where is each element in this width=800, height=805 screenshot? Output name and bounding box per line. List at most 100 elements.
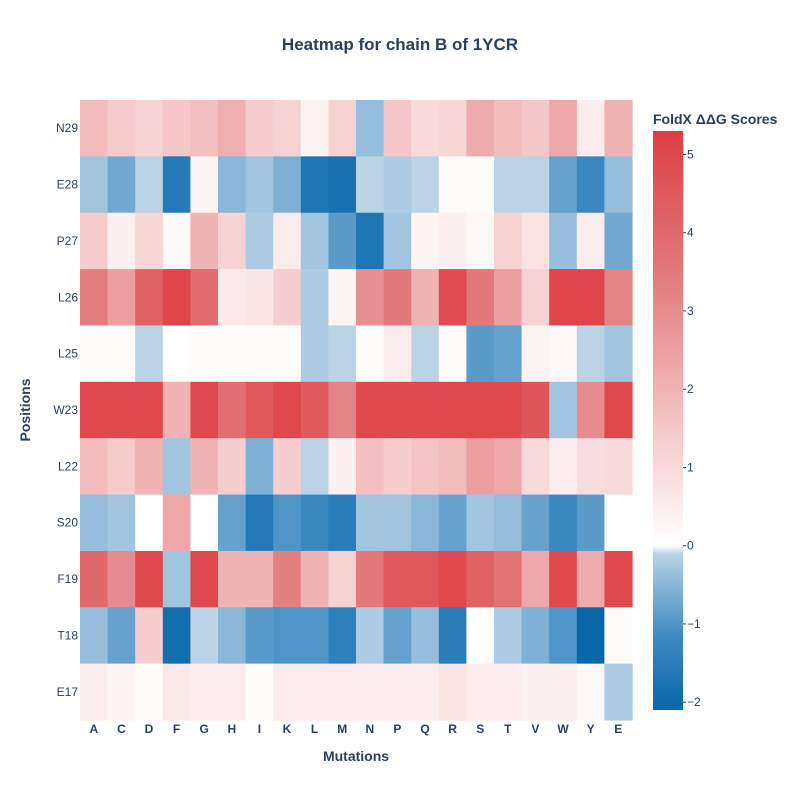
heatmap-cell-E17-I	[245, 663, 274, 721]
heatmap-cell-W23-R	[438, 381, 467, 439]
heatmap-cell-W23-K	[273, 381, 302, 439]
heatmap-cell-F19-H	[218, 550, 247, 608]
y-tick-label: T18	[57, 628, 78, 642]
heatmap-cell-F19-L	[300, 550, 329, 608]
heatmap-cell-L22-Y	[576, 438, 605, 496]
heatmap-cell-L25-W	[549, 325, 578, 383]
heatmap-cell-L22-K	[273, 438, 302, 496]
heatmap-cell-F19-N	[356, 550, 385, 608]
x-tick-label: G	[200, 722, 209, 736]
heatmap-cell-P27-H	[218, 212, 247, 270]
heatmap-cell-E28-Q	[411, 156, 440, 214]
heatmap-cell-P27-N	[356, 212, 385, 270]
heatmap-cell-L22-V	[521, 438, 550, 496]
heatmap-cell-F19-C	[107, 550, 136, 608]
heatmap-cell-W23-H	[218, 381, 247, 439]
heatmap-cell-T18-K	[273, 607, 302, 665]
heatmap-cells	[80, 100, 633, 721]
heatmap-cell-F19-R	[438, 550, 467, 608]
heatmap-cell-L22-P	[383, 438, 412, 496]
heatmap-cell-P27-K	[273, 212, 302, 270]
x-tick-label: F	[173, 722, 180, 736]
heatmap-cell-L22-Q	[411, 438, 440, 496]
heatmap-cell-F19-K	[273, 550, 302, 608]
heatmap-cell-L25-L	[300, 325, 329, 383]
heatmap-cell-L26-T	[494, 269, 523, 327]
heatmap-cell-L26-H	[218, 269, 247, 327]
heatmap-cell-E17-W	[549, 663, 578, 721]
heatmap-cell-W23-Q	[411, 381, 440, 439]
heatmap-cell-N29-G	[190, 100, 219, 157]
heatmap-cell-P27-A	[80, 212, 109, 270]
heatmap-cell-L25-K	[273, 325, 302, 383]
heatmap-cell-T18-I	[245, 607, 274, 665]
heatmap-cell-P27-T	[494, 212, 523, 270]
heatmap-cell-L25-M	[328, 325, 357, 383]
heatmap-cell-E28-D	[135, 156, 164, 214]
heatmap-cell-T18-W	[549, 607, 578, 665]
heatmap-cell-E17-D	[135, 663, 164, 721]
heatmap-cell-L26-Y	[576, 269, 605, 327]
heatmap-cell-L26-W	[549, 269, 578, 327]
heatmap-cell-N29-C	[107, 100, 136, 157]
heatmap-cell-E17-V	[521, 663, 550, 721]
heatmap-cell-E28-W	[549, 156, 578, 214]
x-tick-label: R	[448, 722, 457, 736]
heatmap-cell-F19-A	[80, 550, 109, 608]
heatmap-cell-E17-C	[107, 663, 136, 721]
x-tick-label: E	[614, 722, 622, 736]
colorbar-tick-label: −1	[687, 617, 701, 631]
heatmap-cell-W23-N	[356, 381, 385, 439]
heatmap-cell-L22-N	[356, 438, 385, 496]
heatmap-cell-L26-D	[135, 269, 164, 327]
heatmap-cell-W23-W	[549, 381, 578, 439]
heatmap-cell-P27-Y	[576, 212, 605, 270]
y-tick-label: W23	[53, 403, 78, 417]
heatmap-cell-N29-Y	[576, 100, 605, 157]
colorbar-tick-label: 1	[687, 460, 694, 474]
heatmap-cell-F19-E	[604, 550, 633, 608]
heatmap-cell-L22-F	[162, 438, 191, 496]
heatmap-cell-W23-C	[107, 381, 136, 439]
heatmap-cell-E17-R	[438, 663, 467, 721]
heatmap-cell-N29-I	[245, 100, 274, 157]
heatmap-cell-P27-C	[107, 212, 136, 270]
heatmap-cell-E17-G	[190, 663, 219, 721]
heatmap-cell-P27-M	[328, 212, 357, 270]
heatmap-cell-E28-K	[273, 156, 302, 214]
heatmap-cell-L22-T	[494, 438, 523, 496]
heatmap-cell-E17-F	[162, 663, 191, 721]
heatmap-cell-N29-H	[218, 100, 247, 157]
heatmap-cell-L25-N	[356, 325, 385, 383]
heatmap-cell-L25-D	[135, 325, 164, 383]
heatmap-cell-L25-I	[245, 325, 274, 383]
heatmap-cell-F19-Q	[411, 550, 440, 608]
heatmap-cell-W23-G	[190, 381, 219, 439]
heatmap-cell-P27-E	[604, 212, 633, 270]
heatmap-cell-W23-V	[521, 381, 550, 439]
heatmap-cell-P27-W	[549, 212, 578, 270]
heatmap-cell-P27-G	[190, 212, 219, 270]
colorbar-tick-label: 5	[687, 147, 694, 161]
heatmap-cell-S20-I	[245, 494, 274, 552]
heatmap-cell-F19-P	[383, 550, 412, 608]
x-tick-label: D	[145, 722, 154, 736]
heatmap-cell-T18-R	[438, 607, 467, 665]
heatmap-cell-W23-E	[604, 381, 633, 439]
heatmap-cell-E17-P	[383, 663, 412, 721]
heatmap-cell-N29-T	[494, 100, 523, 157]
heatmap-cell-N29-P	[383, 100, 412, 157]
heatmap-cell-P27-F	[162, 212, 191, 270]
heatmap-cell-S20-F	[162, 494, 191, 552]
heatmap-cell-L22-M	[328, 438, 357, 496]
heatmap-cell-T18-C	[107, 607, 136, 665]
heatmap-cell-P27-S	[466, 212, 495, 270]
heatmap-cell-T18-L	[300, 607, 329, 665]
y-axis-title: Positions	[17, 378, 33, 441]
heatmap-cell-P27-P	[383, 212, 412, 270]
heatmap-cell-S20-M	[328, 494, 357, 552]
heatmap-cell-L26-F	[162, 269, 191, 327]
heatmap-cell-W23-D	[135, 381, 164, 439]
heatmap-cell-L25-F	[162, 325, 191, 383]
heatmap-cell-E28-V	[521, 156, 550, 214]
